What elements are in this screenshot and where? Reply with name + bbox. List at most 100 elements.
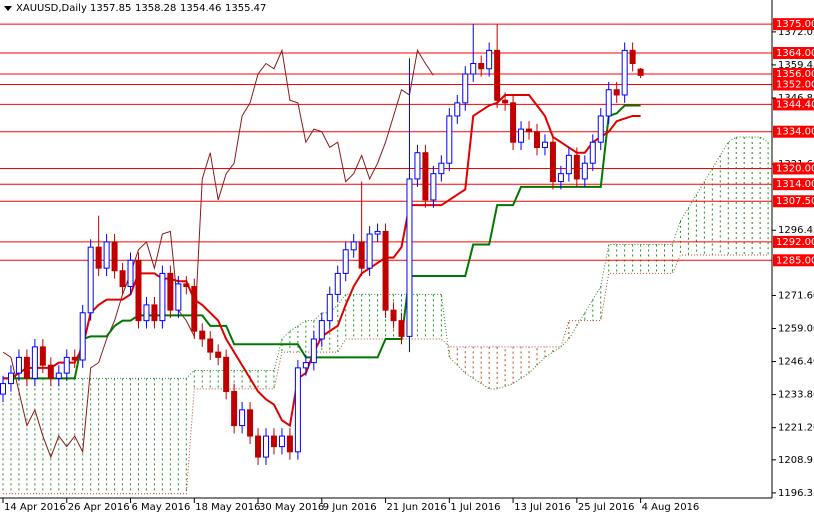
level-label: 1285.00: [776, 255, 814, 266]
y-tick-label: 1271.60: [778, 290, 814, 301]
candle-body: [0, 383, 6, 395]
y-tick-label: 1196.35: [778, 488, 814, 499]
plot-area: [0, 23, 772, 495]
candle-body: [621, 49, 628, 96]
candle-body: [79, 312, 86, 361]
candle-body: [207, 338, 214, 353]
candle-body: [422, 152, 429, 201]
level-label: 1356.00: [776, 69, 814, 80]
candle-body: [191, 286, 198, 332]
candle-body: [326, 293, 333, 322]
level-label: 1314.00: [776, 179, 814, 190]
y-tick-label: 1259.00: [778, 324, 814, 335]
x-tick-label: 6 May 2016: [132, 502, 191, 513]
level-label-box: [773, 254, 814, 267]
candle-body: [31, 346, 38, 379]
level-label: 1320.00: [776, 163, 814, 174]
candle-body: [565, 154, 572, 175]
chart-title: XAUUSD,Daily: [16, 3, 87, 14]
y-tick-label: 1221.20: [778, 423, 814, 434]
candle-body: [430, 173, 437, 201]
senkou-span-a: [3, 136, 769, 390]
candle-body: [358, 241, 365, 269]
candle-body: [183, 283, 190, 288]
candle-body: [605, 89, 612, 117]
candle-body: [15, 356, 22, 374]
candle-body: [39, 346, 46, 366]
level-label-box: [773, 67, 814, 80]
candle-body: [446, 115, 453, 164]
x-tick-label: 4 Aug 2016: [642, 502, 700, 513]
level-label-box: [773, 18, 814, 31]
candle-body: [263, 435, 270, 458]
candle-body: [597, 115, 604, 143]
axis-group: 1372.051359.451346.851321.651296.451271.…: [2, 18, 814, 513]
candle-body: [231, 390, 238, 427]
candle-body: [199, 330, 206, 340]
header-low: 1354.46: [180, 3, 221, 14]
kijun-sen: [3, 104, 641, 380]
candle-body: [541, 141, 548, 148]
candle-body: [167, 272, 174, 311]
candle-body: [95, 246, 102, 269]
candle-body: [342, 249, 349, 274]
candle-body: [589, 141, 596, 164]
candle-body: [533, 131, 540, 148]
candle-body: [151, 304, 158, 322]
candle-body: [270, 435, 277, 448]
level-label: 1344.40: [776, 99, 814, 110]
level-label: 1292.00: [776, 237, 814, 248]
x-tick-label: 26 Apr 2016: [68, 502, 130, 513]
candle-body: [278, 435, 285, 448]
level-label: 1334.00: [776, 127, 814, 138]
candle-body: [119, 270, 126, 288]
candle-body: [7, 372, 14, 385]
candle-body: [573, 154, 580, 180]
candle-body: [374, 230, 381, 235]
candle-body: [581, 162, 588, 180]
candle-body: [334, 272, 341, 295]
y-tick-label: 1296.45: [778, 225, 814, 236]
candle-body: [549, 141, 556, 183]
x-tick-label: 14 Apr 2016: [4, 502, 66, 513]
level-label-box: [773, 78, 814, 91]
candle-body: [414, 152, 421, 180]
candle-body: [406, 178, 413, 337]
candle-body: [478, 62, 485, 70]
candle-body: [438, 162, 445, 175]
candle-body: [366, 233, 373, 269]
level-label-box: [773, 235, 814, 248]
candle-body: [286, 435, 293, 453]
header-close: 1355.47: [225, 3, 266, 14]
x-tick-label: 25 Jul 2016: [578, 502, 635, 513]
level-label-box: [773, 47, 814, 60]
candle-body: [239, 409, 246, 427]
level-label-box: [773, 125, 814, 138]
header-high: 1358.28: [135, 3, 176, 14]
y-tick-label: 1359.45: [778, 60, 814, 71]
candle-body: [127, 259, 134, 288]
header-open: 1357.85: [90, 3, 131, 14]
level-label-box: [773, 195, 814, 208]
x-tick-label: 18 May 2016: [195, 502, 260, 513]
x-tick-label: 21 Jun 2016: [387, 502, 447, 513]
candle-body: [518, 128, 525, 143]
candle-body: [47, 364, 54, 379]
candle-body: [486, 49, 493, 70]
candle-body: [55, 372, 62, 379]
candle-body: [318, 320, 325, 340]
candle-body: [494, 49, 501, 101]
candle-body: [629, 49, 636, 64]
candle-body: [111, 241, 118, 272]
x-tick-label: 1 Jul 2016: [450, 502, 500, 513]
y-tick-label: 1246.40: [778, 357, 814, 368]
candle-body: [143, 304, 150, 322]
level-label: 1352.00: [776, 79, 814, 90]
candle-body: [175, 283, 182, 311]
candle-body: [310, 338, 317, 364]
candle-body: [103, 241, 110, 269]
candle-body: [159, 272, 166, 322]
candle-body: [510, 102, 517, 143]
